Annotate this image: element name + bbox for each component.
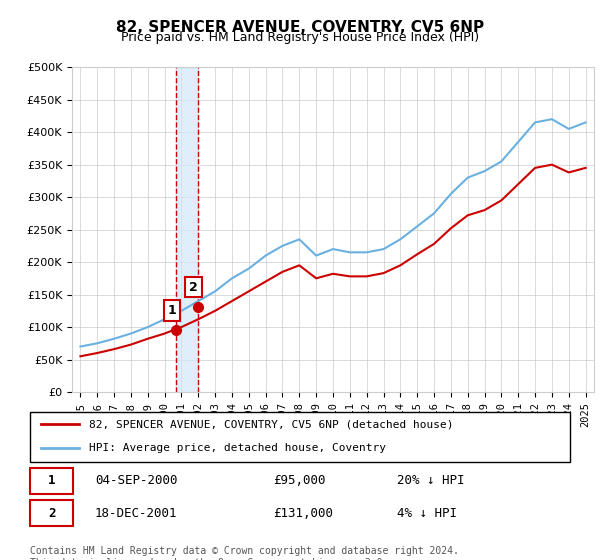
Text: 2: 2 xyxy=(189,281,198,293)
FancyBboxPatch shape xyxy=(30,412,570,462)
Text: Contains HM Land Registry data © Crown copyright and database right 2024.
This d: Contains HM Land Registry data © Crown c… xyxy=(30,546,459,560)
FancyBboxPatch shape xyxy=(30,468,73,494)
Text: 82, SPENCER AVENUE, COVENTRY, CV5 6NP: 82, SPENCER AVENUE, COVENTRY, CV5 6NP xyxy=(116,20,484,35)
Bar xyxy=(176,67,197,392)
Text: 20% ↓ HPI: 20% ↓ HPI xyxy=(397,474,465,487)
Text: 2: 2 xyxy=(48,507,55,520)
Text: Price paid vs. HM Land Registry's House Price Index (HPI): Price paid vs. HM Land Registry's House … xyxy=(121,31,479,44)
Text: 1: 1 xyxy=(48,474,55,487)
Text: 4% ↓ HPI: 4% ↓ HPI xyxy=(397,507,457,520)
Text: £95,000: £95,000 xyxy=(273,474,325,487)
Text: 04-SEP-2000: 04-SEP-2000 xyxy=(95,474,178,487)
Text: £131,000: £131,000 xyxy=(273,507,333,520)
Text: 82, SPENCER AVENUE, COVENTRY, CV5 6NP (detached house): 82, SPENCER AVENUE, COVENTRY, CV5 6NP (d… xyxy=(89,419,454,429)
Text: HPI: Average price, detached house, Coventry: HPI: Average price, detached house, Cove… xyxy=(89,443,386,453)
FancyBboxPatch shape xyxy=(30,500,73,526)
Text: 1: 1 xyxy=(167,304,176,317)
Text: 18-DEC-2001: 18-DEC-2001 xyxy=(95,507,178,520)
